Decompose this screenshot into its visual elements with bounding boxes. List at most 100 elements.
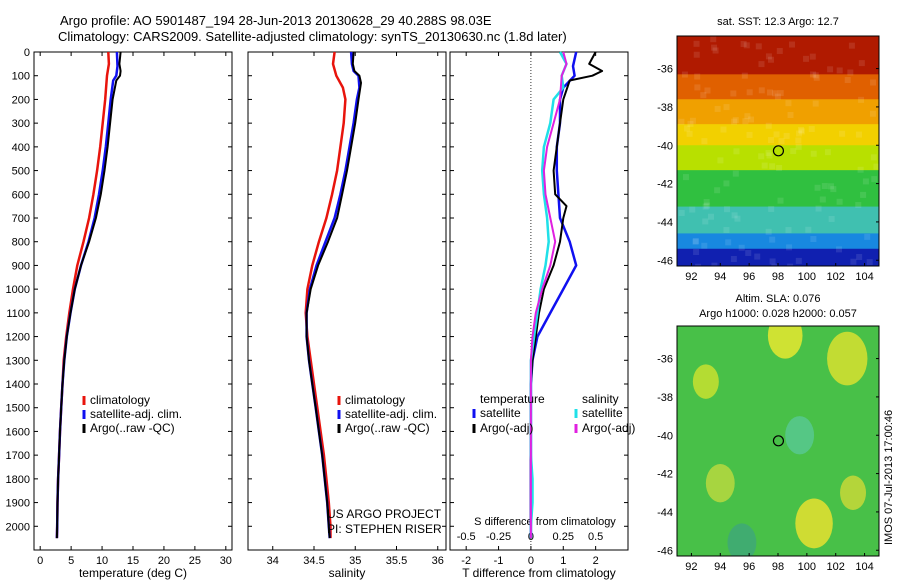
sla_map-anomaly-blob bbox=[785, 416, 815, 455]
sst_map-texture-cell bbox=[765, 228, 772, 235]
sst_map-texture-cell bbox=[693, 249, 700, 256]
difference-xtick-top-label: 0.5 bbox=[588, 531, 603, 543]
sst_map-texture-cell bbox=[765, 53, 772, 60]
sst_map-texture-cell bbox=[704, 202, 711, 209]
sla_map-xtick-label: 104 bbox=[855, 561, 873, 573]
sst_map-texture-cell bbox=[873, 163, 879, 170]
difference-xtick-label: -1 bbox=[494, 555, 504, 567]
difference-legend-label: Argo(-adj) bbox=[582, 421, 635, 435]
sst_map-texture-cell bbox=[746, 89, 753, 96]
sst_map-texture-cell bbox=[682, 174, 689, 181]
sst_map-texture-cell bbox=[723, 227, 730, 234]
sst_map-texture-cell bbox=[778, 138, 785, 145]
depth-tick-label: 1100 bbox=[6, 308, 30, 320]
sst_map-texture-cell bbox=[768, 205, 775, 212]
difference-profile-panel: -2 -1 0 1 2T difference from climatology -0.5… bbox=[449, 51, 635, 580]
sst_map-texture-cell bbox=[695, 263, 702, 266]
sst_map-texture-cell bbox=[855, 131, 862, 138]
sst_map-texture-cell bbox=[717, 157, 724, 164]
depth-tick-label: 0 bbox=[24, 47, 30, 59]
sst_map-texture-cell bbox=[758, 153, 765, 160]
sst_map-texture-cell bbox=[712, 47, 719, 54]
sst_map-ytick-label: -44 bbox=[657, 217, 673, 229]
sst_map-texture-cell bbox=[783, 132, 790, 139]
sst_map-texture-cell bbox=[725, 239, 732, 246]
sst_map-texture-cell bbox=[745, 249, 752, 256]
sst_map-texture-cell bbox=[858, 60, 865, 67]
sst_map-texture-cell bbox=[724, 206, 731, 213]
depth-tick-label: 1900 bbox=[6, 498, 30, 510]
temperature-plot-frame bbox=[33, 51, 233, 551]
depth-tick-label: 700 bbox=[12, 213, 30, 225]
sst_map-texture-cell bbox=[714, 187, 721, 194]
difference-legend-label: satellite bbox=[480, 406, 521, 420]
difference-xtick-label: -2 bbox=[461, 555, 471, 567]
sst_map-texture-cell bbox=[723, 180, 730, 187]
depth-tick-label: 2000 bbox=[6, 521, 30, 533]
sst_map-texture-cell bbox=[819, 196, 826, 203]
sst_map-texture-cell bbox=[809, 53, 816, 60]
sst_map-texture-cell bbox=[738, 244, 745, 251]
sst_map-texture-cell bbox=[844, 77, 851, 84]
sst_map-texture-cell bbox=[858, 96, 865, 103]
sla_map-ytick-label: -40 bbox=[657, 430, 673, 442]
sla_map-ytick-label: -36 bbox=[657, 354, 673, 366]
sst_map-texture-cell bbox=[701, 138, 708, 145]
sla-map-panel: 92 94 96 98 100 102 104 -36 -38 -40 -42 -44 -46 Altim… bbox=[657, 293, 880, 573]
sla_map-xtick-label: 92 bbox=[685, 561, 697, 573]
sst_map-texture-cell bbox=[864, 233, 871, 240]
sla_map-ytick-label: -38 bbox=[657, 392, 673, 404]
sst_map-texture-cell bbox=[789, 41, 796, 48]
sst_map-texture-cell bbox=[824, 149, 831, 156]
depth-tick-label: 500 bbox=[12, 166, 30, 178]
sst_map-texture-cell bbox=[700, 92, 707, 99]
sst_map-texture-cell bbox=[720, 126, 727, 133]
temperature-xtick-label: 0 bbox=[37, 555, 43, 567]
sst_map-texture-cell bbox=[766, 152, 773, 159]
sst-map-panel: 92 94 96 98 100 102 104 -36 -38 -40 -42 -44 -46 sat. … bbox=[657, 16, 880, 283]
sst_map-texture-cell bbox=[678, 118, 685, 125]
salinity-legend-label: Argo(..raw -QC) bbox=[345, 421, 430, 435]
sla_map-anomaly-blob bbox=[767, 326, 803, 359]
sst_map-texture-cell bbox=[754, 253, 761, 260]
figure-title-line2: Climatology: CARS2009. Satellite-adjuste… bbox=[58, 29, 567, 44]
sst_map-xtick-label: 100 bbox=[798, 271, 816, 283]
sst_map-ytick-label: -42 bbox=[657, 179, 673, 191]
sst_map-xtick-label: 94 bbox=[714, 271, 726, 283]
sst_map-texture-cell bbox=[773, 131, 780, 138]
sst_map-texture-cell bbox=[815, 205, 822, 212]
sst_map-texture-cell bbox=[812, 72, 819, 79]
sst_map-texture-cell bbox=[740, 40, 747, 47]
sst_map-texture-cell bbox=[758, 61, 765, 68]
sst_map-texture-cell bbox=[798, 126, 805, 133]
sst_map-texture-cell bbox=[769, 163, 776, 170]
depth-tick-label: 900 bbox=[12, 260, 30, 272]
sst_map-texture-cell bbox=[768, 137, 775, 144]
sst_map-texture-cell bbox=[761, 162, 768, 169]
depth-tick-label: 300 bbox=[12, 118, 30, 130]
sst_map-xtick-label: 104 bbox=[855, 271, 873, 283]
temperature-xtick-label: 30 bbox=[220, 555, 232, 567]
sst_map-texture-cell bbox=[790, 148, 797, 155]
difference-xtick-top-label: -0.25 bbox=[486, 531, 511, 543]
argo-height-title: Argo h1000: 0.028 h2000: 0.057 bbox=[699, 308, 857, 320]
sst_map-texture-cell bbox=[777, 197, 784, 204]
sst_map-color-band bbox=[677, 99, 879, 125]
sst_map-texture-cell bbox=[710, 36, 717, 43]
sst_map-texture-cell bbox=[774, 93, 781, 100]
sst_map-texture-cell bbox=[795, 143, 802, 150]
temperature-xtick-label: 25 bbox=[189, 555, 201, 567]
sst_map-texture-cell bbox=[769, 258, 776, 265]
sst_map-texture-cell bbox=[723, 104, 730, 111]
sst_map-texture-cell bbox=[771, 263, 778, 266]
sst_map-texture-cell bbox=[702, 218, 709, 225]
difference-xtick-label: 0 bbox=[528, 555, 534, 567]
sst_map-field bbox=[677, 36, 879, 266]
temperature-xlabel: temperature (deg C) bbox=[79, 566, 187, 580]
sst_map-texture-cell bbox=[681, 71, 688, 78]
sst_map-texture-cell bbox=[732, 170, 739, 177]
salinity-xtick-label: 36 bbox=[432, 555, 444, 567]
sst_map-texture-cell bbox=[692, 238, 699, 245]
sst_map-float-marker bbox=[772, 145, 785, 157]
sst_map-texture-cell bbox=[795, 137, 802, 144]
